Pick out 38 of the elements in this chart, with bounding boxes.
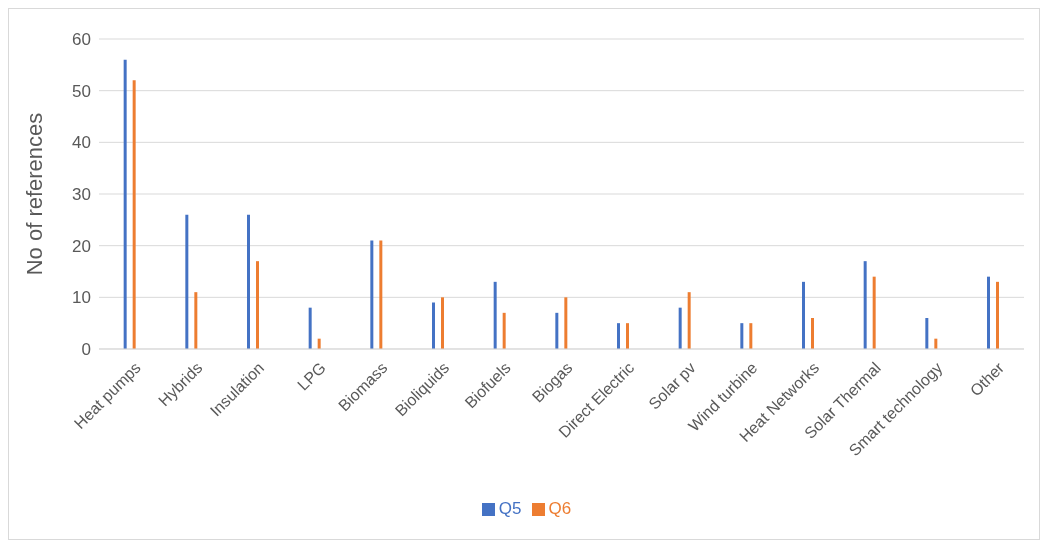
bar	[740, 323, 744, 349]
legend-label: Q5	[498, 499, 522, 518]
bar	[863, 261, 867, 349]
bar	[308, 307, 312, 349]
bar	[123, 59, 127, 349]
bar	[185, 214, 189, 349]
y-tick-label: 40	[72, 133, 91, 153]
y-tick-label: 50	[72, 81, 91, 101]
y-tick-label: 60	[72, 30, 91, 50]
bar	[626, 323, 629, 349]
legend-label: Q6	[548, 499, 572, 518]
bar	[872, 276, 876, 349]
bar	[441, 297, 444, 349]
bar	[555, 312, 559, 349]
bar	[194, 292, 198, 349]
bar	[987, 276, 990, 349]
bar	[996, 281, 999, 349]
y-tick-label: 20	[72, 236, 91, 256]
bar	[925, 318, 929, 349]
y-tick-label: 0	[81, 340, 91, 360]
bar	[749, 323, 753, 349]
y-tick-label: 30	[72, 185, 91, 205]
bar	[687, 292, 691, 349]
bar	[811, 318, 814, 349]
bar	[493, 281, 497, 349]
bar	[247, 214, 250, 349]
bar	[432, 302, 435, 349]
bar	[617, 323, 620, 349]
bar	[564, 297, 568, 349]
bar	[256, 261, 259, 349]
bar	[802, 281, 805, 349]
y-tick-label: 10	[72, 288, 91, 308]
bar	[379, 240, 383, 349]
bar	[678, 307, 682, 349]
bar	[502, 312, 506, 349]
bar	[370, 240, 374, 349]
bar	[132, 80, 136, 349]
y-axis-title: No of references	[21, 112, 47, 276]
